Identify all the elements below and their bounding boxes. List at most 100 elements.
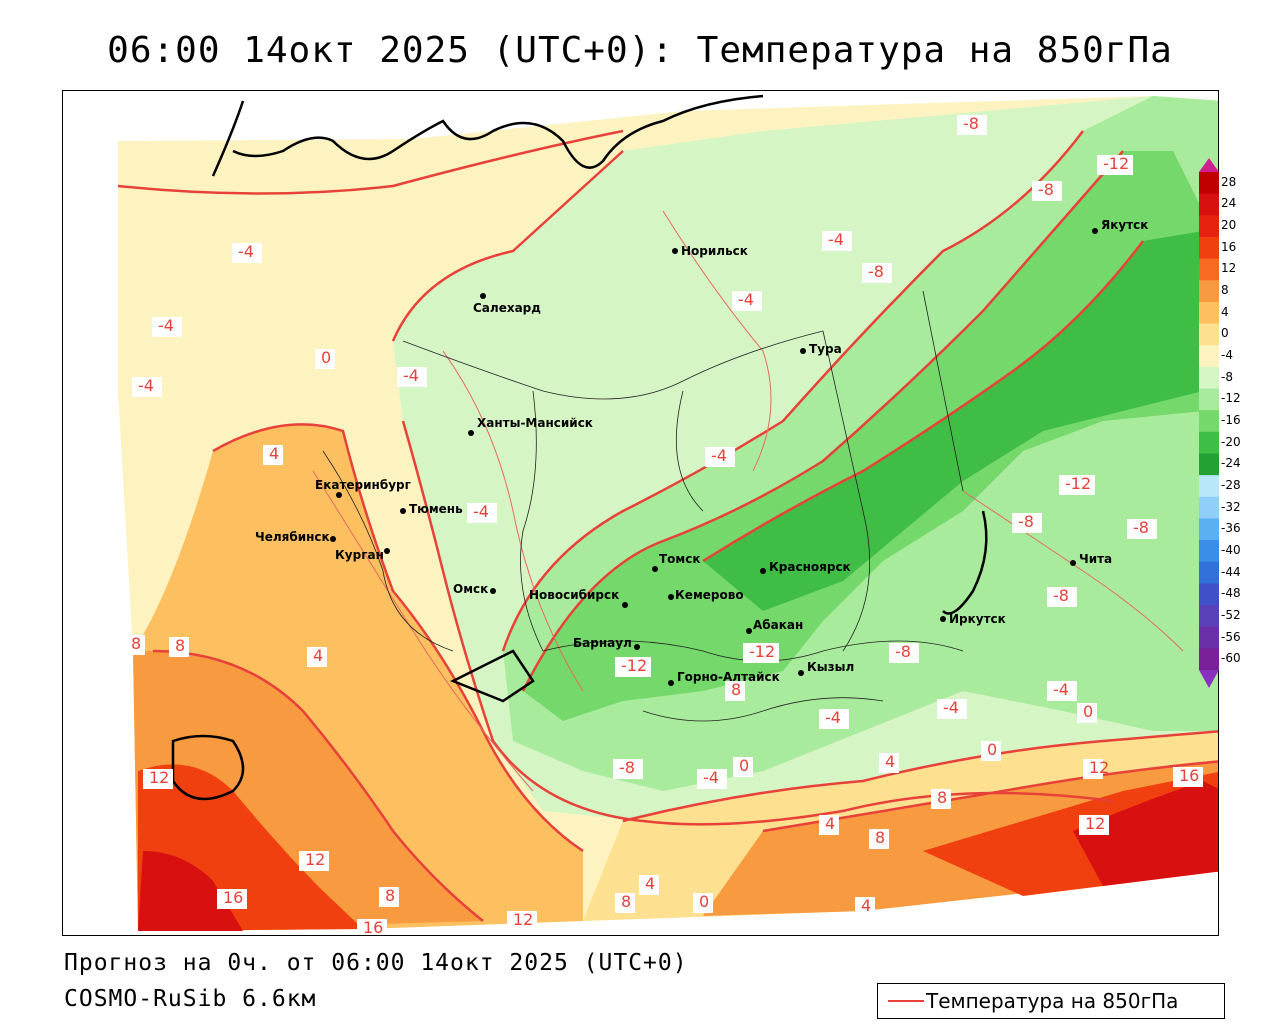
svg-text:-8: -8 (1018, 512, 1034, 531)
svg-text:Новосибирск: Новосибирск (529, 588, 619, 602)
contour-label: -12 (1059, 474, 1095, 495)
colorbar-tick-label: -52 (1221, 608, 1241, 622)
contour-label: 12 (299, 850, 329, 871)
colorbar-tick-label: 8 (1221, 283, 1229, 297)
svg-text:Красноярск: Красноярск (769, 560, 851, 574)
colorbar-swatch (1199, 432, 1219, 454)
colorbar-swatch (1199, 518, 1219, 540)
svg-text:-4: -4 (828, 230, 844, 249)
svg-text:-4: -4 (138, 376, 154, 395)
colorbar-swatch (1199, 410, 1219, 432)
colorbar-tick-label: -48 (1221, 586, 1241, 600)
colorbar-tick-label: 20 (1221, 218, 1236, 232)
svg-text:4: 4 (825, 814, 835, 833)
colorbar-swatch (1199, 324, 1219, 346)
svg-text:-4: -4 (403, 366, 419, 385)
svg-text:12: 12 (305, 850, 325, 869)
colorbar-tick-label: 12 (1221, 261, 1236, 275)
legend: Температура на 850гПа (877, 983, 1225, 1019)
legend-label: Температура на 850гПа (926, 989, 1178, 1013)
svg-text:8: 8 (175, 636, 185, 655)
contour-label: 8 (169, 636, 189, 657)
contour-label: 12 (1079, 814, 1109, 835)
contour-label: -4 (819, 708, 849, 729)
svg-text:8: 8 (621, 892, 631, 911)
svg-text:Тура: Тура (809, 342, 842, 356)
colorbar-swatch (1199, 453, 1219, 475)
svg-text:-4: -4 (943, 698, 959, 717)
svg-text:8: 8 (131, 634, 141, 653)
colorbar-tick-label: -60 (1221, 651, 1241, 665)
colorbar-tick-label: 16 (1221, 240, 1236, 254)
svg-text:Чита: Чита (1079, 552, 1112, 566)
svg-text:Иркутск: Иркутск (949, 612, 1006, 626)
contour-label: -12 (615, 656, 651, 677)
svg-text:Омск: Омск (453, 582, 488, 596)
svg-text:Томск: Томск (659, 552, 701, 566)
svg-text:-8: -8 (1053, 586, 1069, 605)
contour-label: -12 (1097, 154, 1133, 175)
contour-label: 8 (125, 634, 145, 655)
svg-text:0: 0 (739, 756, 749, 775)
city-marker: Кемерово (668, 588, 744, 602)
colorbar-swatch (1199, 215, 1219, 237)
contour-label: 12 (507, 910, 537, 931)
colorbar-swatch (1199, 562, 1219, 584)
svg-text:12: 12 (149, 768, 169, 787)
model-caption: COSMO-RuSib 6.6км (64, 986, 316, 1012)
contour-label: -4 (152, 316, 182, 337)
colorbar-tick-label: -28 (1221, 478, 1241, 492)
colorbar-bottom-arrow (1199, 670, 1219, 688)
svg-text:-8: -8 (1133, 518, 1149, 537)
contour-label: -8 (889, 642, 919, 663)
colorbar-swatch (1199, 540, 1219, 562)
contour-label: -4 (697, 768, 727, 789)
svg-text:0: 0 (1083, 702, 1093, 721)
contour-label: 4 (263, 444, 283, 465)
contour-label: 8 (615, 892, 635, 913)
svg-text:-8: -8 (868, 262, 884, 281)
colorbar-tick-label: 0 (1221, 326, 1229, 340)
contour-label: 16 (217, 888, 247, 909)
svg-text:Барнаул: Барнаул (573, 636, 632, 650)
colorbar-swatch (1199, 194, 1219, 216)
city-marker: Барнаул (573, 636, 640, 650)
svg-text:Горно-Алтайск: Горно-Алтайск (677, 670, 780, 684)
colorbar-swatches (1199, 172, 1219, 671)
contour-label: -8 (1047, 586, 1077, 607)
contour-label: -8 (862, 262, 892, 283)
city-marker: Челябинск (255, 530, 336, 544)
svg-text:0: 0 (699, 892, 709, 911)
contour-label: -8 (957, 114, 987, 135)
svg-text:-8: -8 (619, 758, 635, 777)
svg-text:-4: -4 (158, 316, 174, 335)
colorbar-top-arrow (1199, 158, 1219, 172)
svg-text:Курган: Курган (335, 548, 384, 562)
contour-label: 0 (981, 740, 1001, 761)
svg-text:12: 12 (513, 910, 533, 929)
contour-label: -4 (132, 376, 162, 397)
svg-text:8: 8 (875, 828, 885, 847)
colorbar-swatch (1199, 259, 1219, 281)
contour-label: -4 (937, 698, 967, 719)
colorbar-swatch (1199, 345, 1219, 367)
svg-text:Абакан: Абакан (753, 618, 803, 632)
svg-text:-4: -4 (825, 708, 841, 727)
svg-text:-12: -12 (1065, 474, 1091, 493)
colorbar-swatch (1199, 302, 1219, 324)
contour-label: -8 (1012, 512, 1042, 533)
svg-text:4: 4 (269, 444, 279, 463)
map-title: 06:00 14окт 2025 (UTC+0): Температура на… (0, 30, 1280, 71)
colorbar-tick-label: -56 (1221, 630, 1241, 644)
svg-text:-8: -8 (895, 642, 911, 661)
svg-text:8: 8 (385, 886, 395, 905)
contour-label: -8 (613, 758, 643, 779)
svg-text:-4: -4 (711, 446, 727, 465)
temperature-map[interactable]: -8 -12 -8 -4 -4 -8 -4 -4 -4 -4 0 -4 4 -4… (62, 90, 1219, 936)
colorbar-swatch (1199, 280, 1219, 302)
colorbar-swatch (1199, 475, 1219, 497)
city-marker: Тюмень (400, 502, 463, 516)
contour-label: -8 (1032, 180, 1062, 201)
svg-text:Ханты-Мансийск: Ханты-Мансийск (477, 416, 593, 430)
city-marker: Иркутск (940, 612, 1006, 626)
